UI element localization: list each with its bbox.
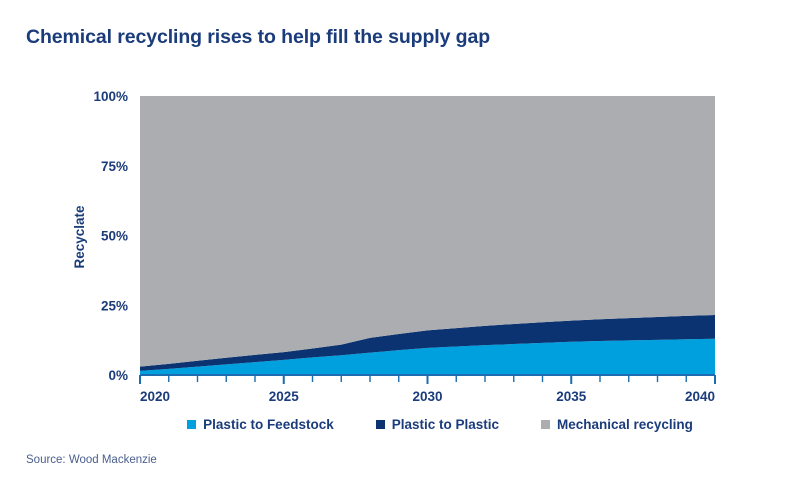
legend-item-label: Mechanical recycling bbox=[557, 417, 693, 432]
area-series-plastic-to-plastic bbox=[140, 315, 715, 371]
legend-item[interactable]: Plastic to Feedstock bbox=[187, 418, 334, 432]
y-axis-tick-label: 75% bbox=[101, 159, 128, 174]
legend-item[interactable]: Mechanical recycling bbox=[541, 418, 693, 432]
legend-item-label: Plastic to Plastic bbox=[391, 417, 500, 432]
x-axis-tick-label: 2035 bbox=[556, 389, 587, 404]
area-series-plastic-to-feedstock bbox=[140, 338, 715, 375]
area-series-mechanical-recycling bbox=[140, 96, 715, 367]
legend-swatch-plastic-to-plastic bbox=[375, 420, 385, 430]
x-axis-tick-label: 2020 bbox=[140, 389, 170, 404]
source-note: Source: Wood Mackenzie bbox=[26, 454, 157, 466]
page-title: Chemical recycling rises to help fill th… bbox=[26, 26, 491, 48]
axis-ticks-group: 2020 2025 2030 2035 2040 0% 25% 50% 75% 100% bbox=[93, 89, 716, 404]
x-axis-tick-label: 2025 bbox=[269, 389, 300, 404]
y-axis-tick-label: 50% bbox=[101, 229, 128, 244]
y-axis-tick-label: 0% bbox=[108, 368, 128, 383]
stacked-area-series-group bbox=[140, 96, 715, 375]
legend-swatch-plastic-to-feedstock bbox=[187, 420, 197, 430]
y-axis-tick-label: 100% bbox=[93, 89, 128, 104]
x-axis-tick-label: 2040 bbox=[685, 389, 715, 404]
y-axis-tick-label: 25% bbox=[101, 298, 128, 313]
legend-item[interactable]: Plastic to Plastic bbox=[375, 417, 500, 432]
legend-item-label: Plastic to Feedstock bbox=[203, 417, 334, 432]
legend-swatch-mechanical-recycling bbox=[541, 420, 551, 430]
chart-plot-area: 2020 2025 2030 2035 2040 0% 25% 50% 75% 100% Recy… bbox=[72, 89, 716, 404]
y-axis-title: Recyclate bbox=[72, 205, 87, 269]
x-axis-tick-label: 2030 bbox=[412, 389, 442, 404]
chart-legend: Plastic to Feedstock Plastic to Plastic Me… bbox=[140, 418, 740, 432]
